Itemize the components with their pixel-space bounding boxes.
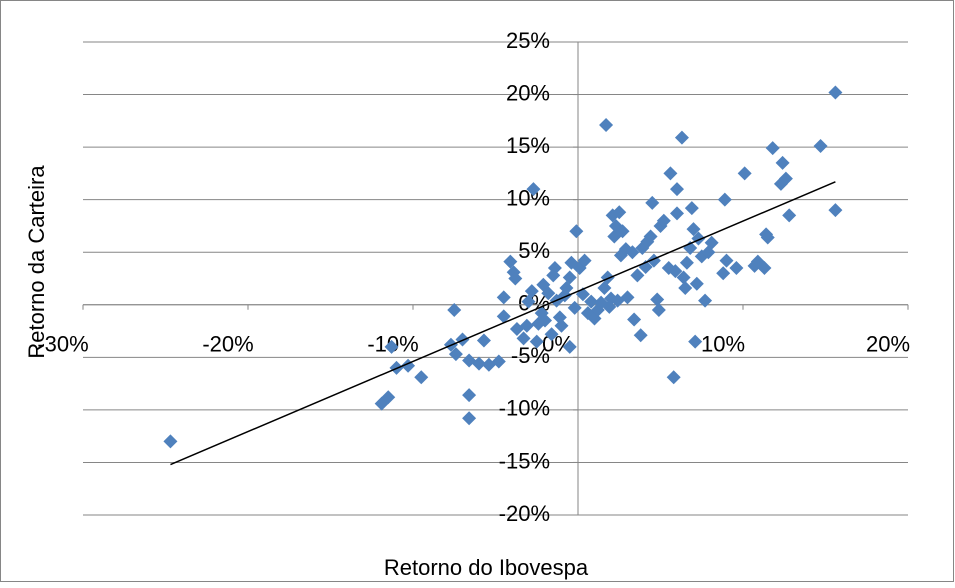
point (656, 213, 671, 228)
point (775, 155, 790, 170)
point (447, 303, 462, 318)
point (577, 253, 592, 268)
x-tick-label: -20% (202, 332, 253, 357)
point (719, 253, 734, 268)
point (455, 332, 470, 347)
y-tick-label: -20% (499, 501, 550, 526)
point (516, 331, 531, 346)
y-axis-title: Retorno da Carteira (24, 165, 49, 359)
point (670, 182, 684, 197)
point (765, 141, 780, 156)
y-tick-label: -15% (499, 448, 550, 473)
point (782, 208, 797, 223)
point (491, 354, 506, 369)
point (476, 333, 491, 348)
point (627, 312, 642, 327)
y-tick-label: 5% (518, 238, 550, 263)
point (462, 411, 477, 426)
point (526, 182, 541, 197)
point (686, 222, 701, 237)
point (562, 270, 577, 285)
point (612, 205, 627, 220)
point (716, 266, 731, 281)
x-tick-label: 10% (701, 332, 745, 357)
point (620, 290, 635, 305)
point (698, 293, 713, 308)
trendline (170, 181, 836, 466)
point (813, 139, 828, 154)
point (689, 276, 704, 291)
y-tick-label: 15% (506, 133, 550, 158)
point (717, 192, 732, 207)
point (519, 318, 534, 333)
point (567, 300, 582, 315)
point (496, 309, 511, 324)
point (643, 229, 658, 244)
point (674, 130, 689, 145)
point (633, 328, 648, 343)
point (508, 271, 523, 286)
point (559, 280, 574, 295)
point (529, 334, 544, 349)
point (538, 313, 552, 328)
point (737, 166, 752, 181)
y-tick-label: 25% (506, 28, 550, 53)
point (600, 270, 615, 285)
point (670, 206, 684, 221)
point (757, 260, 772, 275)
point (448, 347, 463, 362)
point (645, 195, 660, 210)
point (163, 434, 178, 449)
point (597, 280, 612, 295)
y-tick-label: 20% (506, 80, 550, 105)
point (828, 85, 843, 100)
point (569, 224, 584, 239)
point (554, 318, 569, 333)
point (729, 260, 744, 275)
point (584, 294, 599, 309)
y-tick-label: -5% (511, 343, 550, 368)
point (524, 284, 539, 299)
point (625, 245, 640, 260)
point (678, 280, 693, 295)
point (828, 203, 843, 218)
point (462, 388, 477, 403)
point (599, 118, 614, 133)
point (496, 290, 511, 305)
x-axis-title: Retorno do Ibovespa (384, 555, 589, 580)
point (381, 390, 396, 405)
point (630, 268, 645, 283)
point (668, 264, 683, 279)
point (562, 339, 577, 354)
y-tick-label: -10% (499, 396, 550, 421)
point (760, 230, 775, 245)
point (384, 339, 399, 354)
point (541, 286, 556, 301)
point (503, 254, 518, 269)
x-tick-label: -30% (37, 332, 88, 357)
point (778, 171, 793, 186)
point (688, 334, 703, 349)
point (472, 356, 486, 371)
point (414, 370, 429, 385)
point (615, 224, 630, 239)
point (666, 370, 681, 385)
x-tick-label: 20% (866, 332, 910, 357)
point (676, 270, 691, 285)
point (684, 201, 699, 216)
point (547, 260, 562, 275)
point (704, 235, 719, 250)
point (544, 327, 559, 342)
point (650, 292, 665, 307)
point (663, 166, 678, 181)
point (521, 294, 536, 309)
point (651, 303, 666, 318)
point (679, 255, 694, 270)
